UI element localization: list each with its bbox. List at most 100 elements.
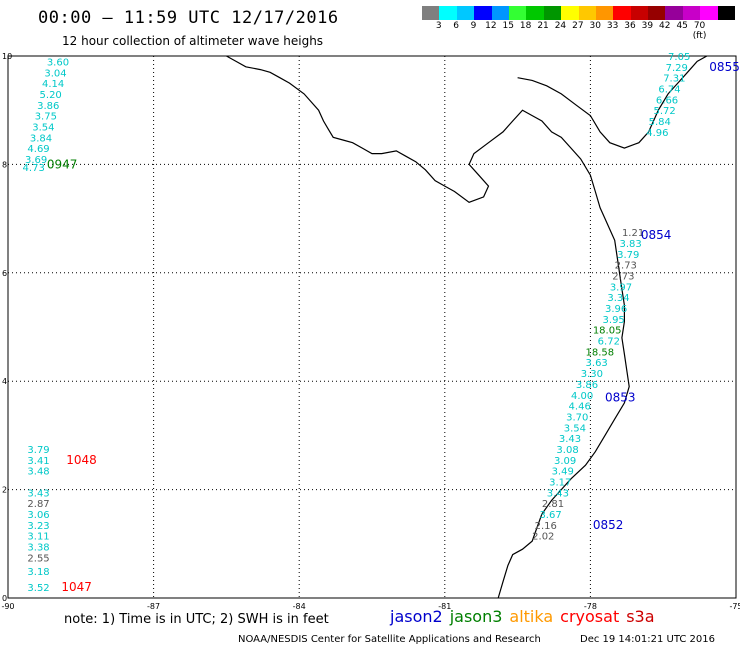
color-swatch: [474, 6, 492, 20]
color-scale-label: 45: [676, 21, 688, 31]
wave-height-value: 7.29: [666, 63, 688, 74]
axis-ticks: -90 -87 -84 -81 -78 -75 0 2 4 6 8 10: [1, 52, 740, 611]
wave-height-value: 3.09: [554, 456, 576, 467]
wave-height-value: 3.43: [559, 434, 581, 445]
pass-time-label: 1047: [61, 580, 92, 594]
lon-tick-label: -81: [438, 602, 451, 611]
wave-height-value: 3.54: [564, 423, 586, 434]
color-swatch: [595, 6, 614, 20]
wave-height-value: 3.43: [547, 488, 569, 499]
pass-time-label: 0852: [593, 518, 624, 532]
color-swatch: [561, 6, 579, 20]
lat-tick-label: 8: [2, 160, 7, 169]
color-scale-label: 27: [572, 21, 584, 31]
wave-height-value: 3.63: [586, 358, 608, 369]
wave-height-value: 4.46: [569, 402, 591, 413]
wave-height-value: 3.83: [620, 239, 642, 250]
color-swatch: [491, 6, 509, 20]
wave-height-value: 3.38: [27, 543, 49, 554]
wave-height-value: 3.79: [617, 250, 639, 261]
wave-height-value: 3.79: [27, 445, 49, 456]
satellite-legend: jason2 jason3 altika cryosat s3a: [390, 607, 662, 626]
caribbean-coastline: [517, 55, 708, 149]
color-scale-label: 3: [435, 21, 442, 31]
color-scale-label: 36: [624, 21, 636, 31]
grid-lines: [8, 56, 736, 598]
color-swatch: [613, 6, 631, 20]
pass-time-label: 1048: [66, 453, 97, 467]
credit-timestamp: Dec 19 14:01:21 UTC 2016: [580, 634, 715, 645]
lon-tick-label: -87: [147, 602, 160, 611]
wave-height-value: 4.14: [42, 79, 64, 90]
map-frame: [7, 55, 737, 599]
map-title: 00:00 – 11:59 UTC 12/17/2016: [38, 8, 339, 28]
lon-tick-label: -78: [584, 602, 597, 611]
legend-jason2: jason2: [390, 607, 443, 626]
color-swatch: [456, 6, 475, 20]
lon-tick-label: -84: [293, 602, 306, 611]
color-swatch: [439, 6, 457, 20]
wave-height-value: 4.73: [23, 163, 45, 174]
wave-height-value: 2.73: [612, 272, 634, 283]
color-scale-label: 42: [659, 21, 671, 31]
wave-height-value: 3.86: [576, 380, 598, 391]
color-swatch: [578, 6, 596, 20]
color-scale-label: 39: [641, 21, 654, 31]
legend-jason3: jason3: [449, 607, 503, 626]
color-scale-labels: 3 6 9 12 15 18 21 24 27 30 33 36 39 42 45 70 (ft): [422, 21, 708, 41]
wave-height-value: 2.73: [615, 261, 637, 272]
wave-height-value: 6.74: [658, 85, 680, 96]
color-scale-label: 24: [554, 21, 567, 31]
wave-height-labels: 3.603.044.145.203.863.753.543.844.693.69…: [23, 52, 740, 594]
color-swatch: [665, 6, 683, 20]
color-scale-bar: [422, 6, 736, 20]
wave-height-value: 5.72: [653, 106, 675, 117]
wave-height-value: 3.06: [27, 510, 49, 521]
wave-height-value: 2.16: [535, 521, 557, 532]
wave-height-value: 3.49: [552, 467, 574, 478]
wave-height-value: 3.75: [35, 112, 57, 123]
wave-height-value: 3.84: [30, 133, 52, 144]
lat-tick-label: 4: [2, 377, 7, 386]
wave-height-value: 2.81: [542, 499, 564, 510]
units-note: note: 1) Time is in UTC; 2) SWH is in fe…: [64, 612, 329, 627]
pass-time-label: 0947: [47, 157, 78, 171]
wave-height-value: 3.41: [27, 456, 49, 467]
wave-height-value: 4.69: [27, 144, 49, 155]
wave-height-value: 3.60: [47, 57, 69, 68]
wave-height-value: 3.69: [25, 155, 47, 166]
color-swatch: [526, 6, 544, 20]
wave-height-value: 1.21: [622, 228, 644, 239]
wave-height-value: 3.34: [607, 293, 629, 304]
wave-height-value: 3.86: [37, 101, 59, 112]
pacific-coastline: [226, 55, 630, 599]
pass-time-label: 0855: [709, 60, 740, 74]
wave-height-value: 5.20: [40, 90, 62, 101]
color-swatch: [700, 6, 718, 20]
color-scale-label: 21: [537, 21, 549, 31]
color-scale-label: 6: [453, 21, 459, 31]
wave-height-value: 4.00: [571, 391, 593, 402]
color-swatch: [648, 6, 666, 20]
wave-height-value: 6.72: [598, 337, 620, 348]
color-scale-label: 9: [470, 21, 477, 31]
color-scale-label: 70 (ft): [692, 21, 707, 41]
lon-tick-label: -75: [729, 602, 740, 611]
wave-height-value: 3.18: [27, 567, 49, 578]
wave-height-value: 3.67: [539, 510, 561, 521]
wave-height-value: 3.17: [549, 477, 571, 488]
wave-height-value: 3.43: [27, 488, 49, 499]
wave-height-value: 3.95: [603, 315, 625, 326]
pass-time-label: 0854: [641, 228, 672, 242]
legend-altika: altika: [509, 607, 554, 626]
lat-tick-label: 10: [2, 52, 12, 61]
lat-tick-label: 2: [2, 486, 7, 495]
wave-height-value: 18.58: [586, 347, 615, 358]
wave-height-value: 3.48: [27, 467, 49, 478]
wave-height-value: 2.87: [27, 499, 49, 510]
wave-height-value: 7.05: [668, 52, 690, 63]
wave-height-value: 5.84: [649, 117, 671, 128]
wave-height-value: 3.54: [32, 122, 54, 133]
lat-tick-label: 0: [2, 594, 7, 603]
